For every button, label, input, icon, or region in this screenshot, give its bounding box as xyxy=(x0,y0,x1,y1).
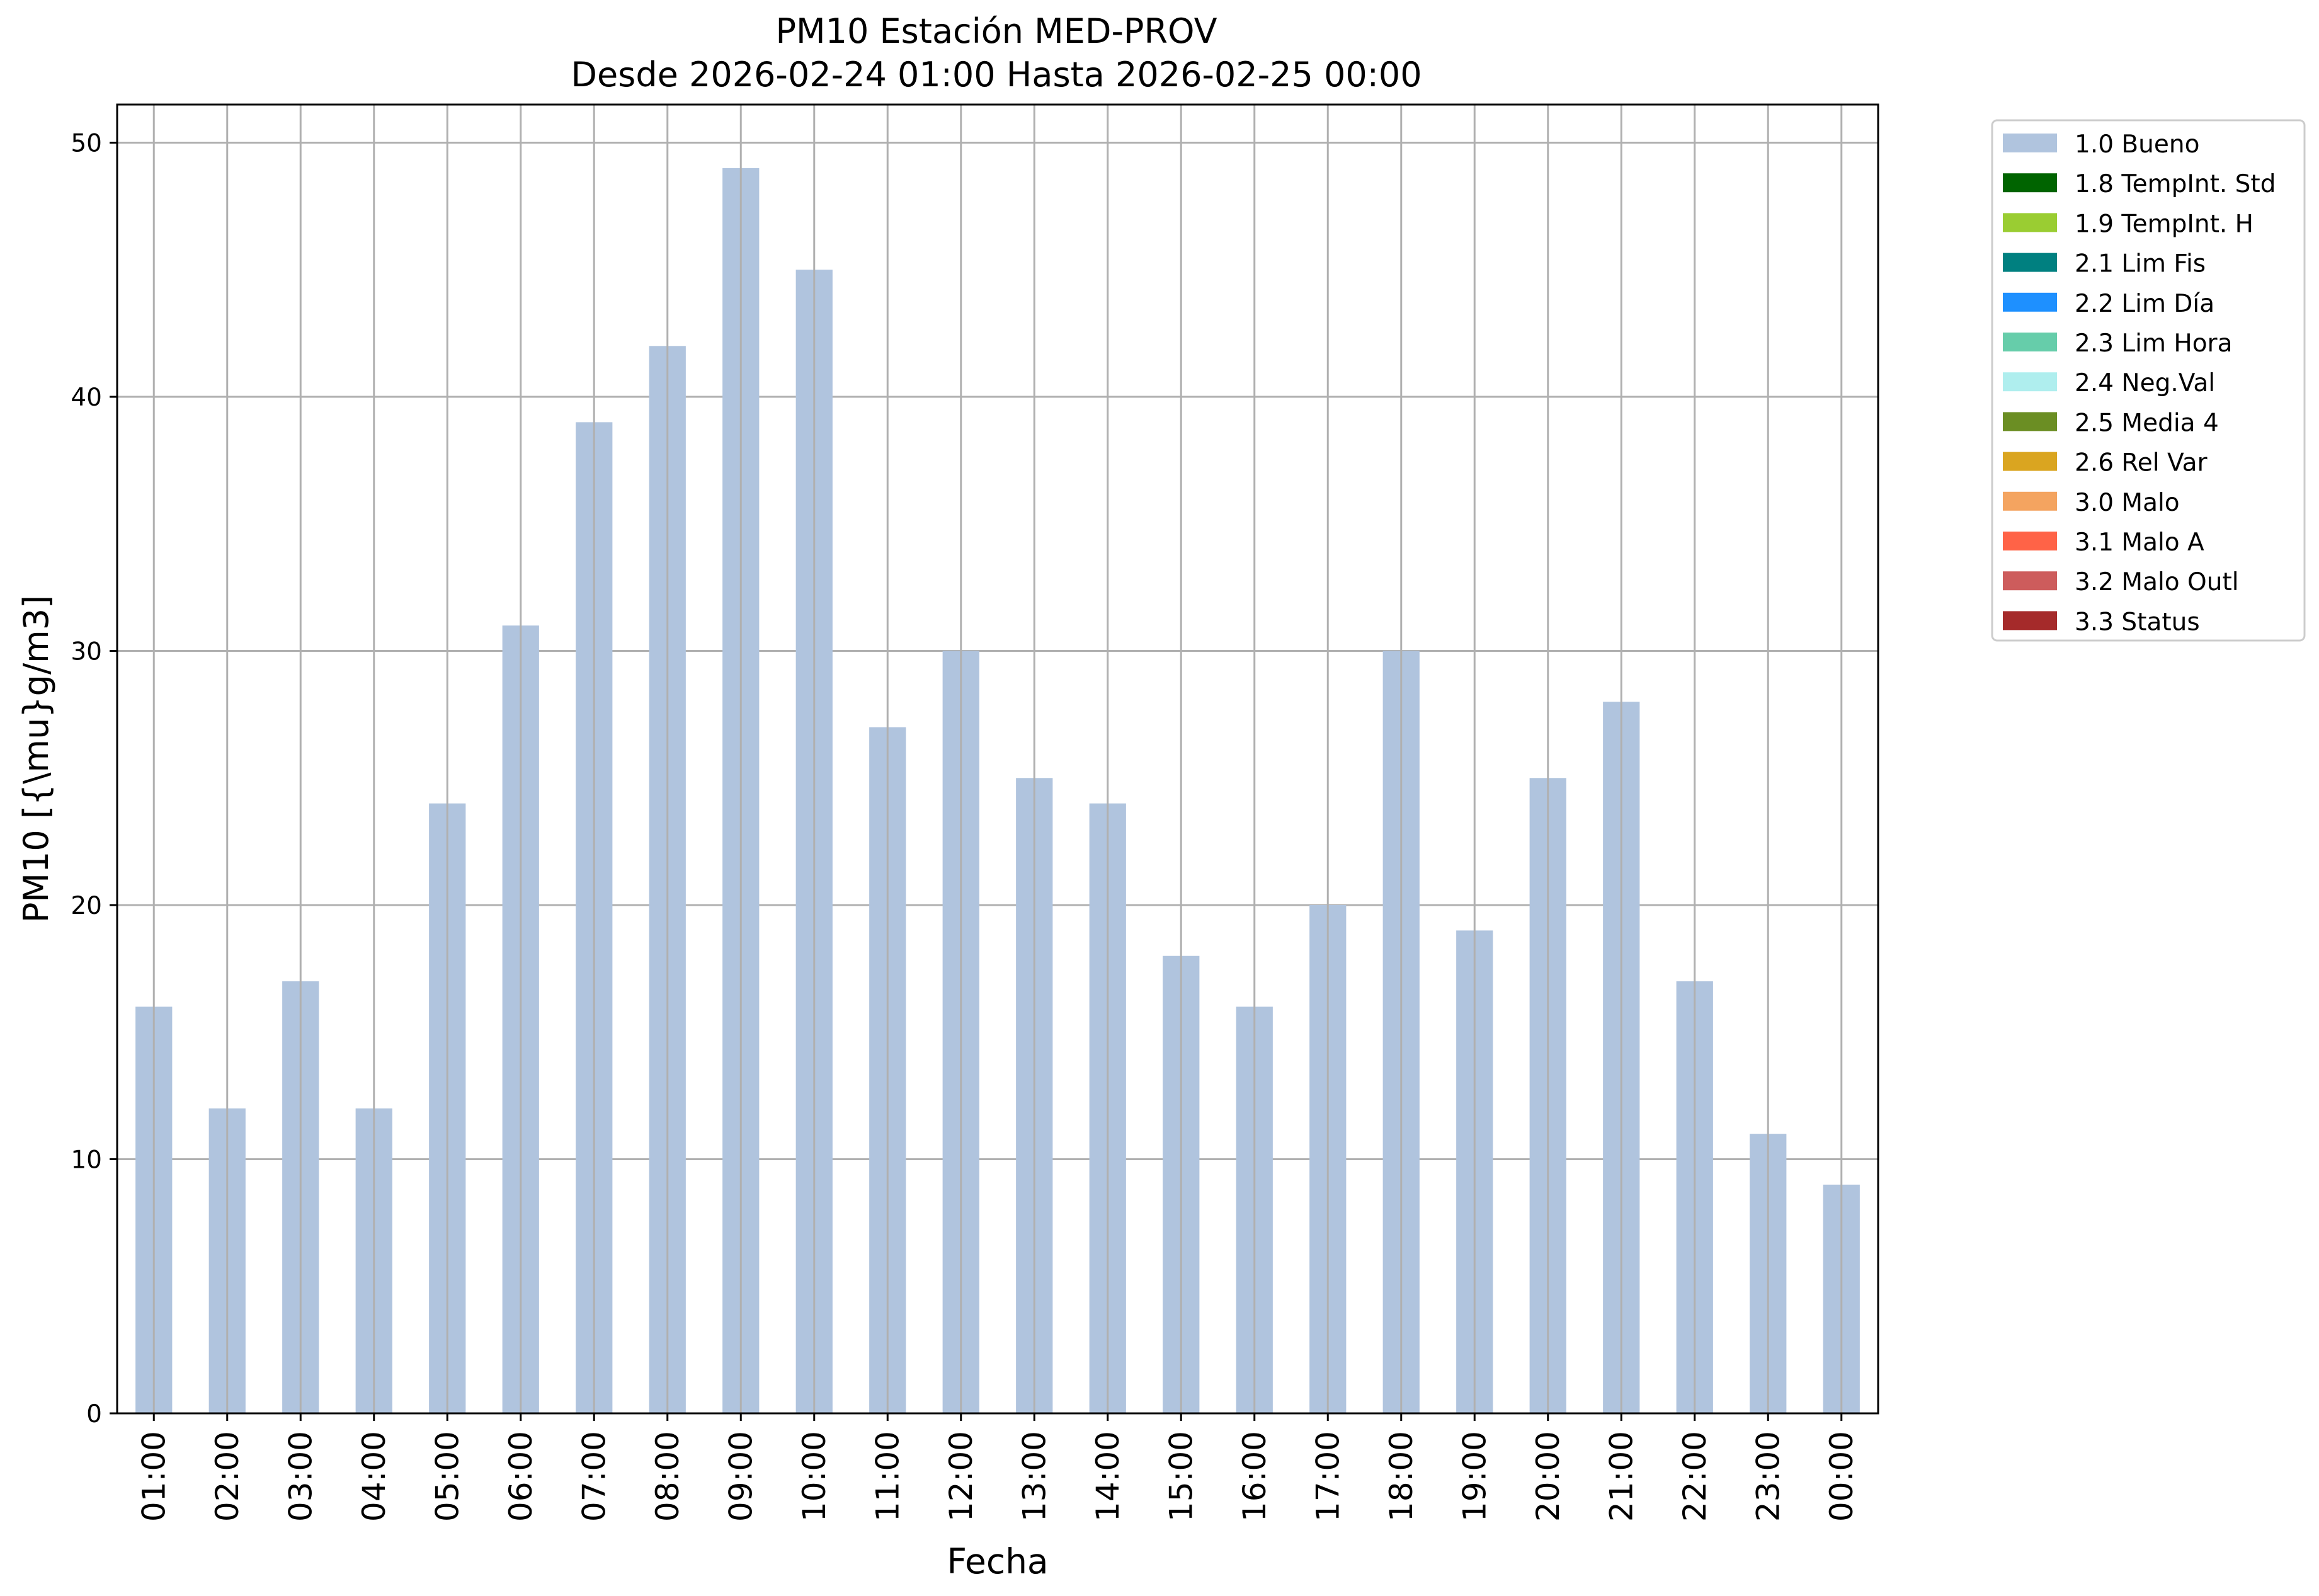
legend-swatch xyxy=(2003,292,2057,312)
vertical-grid-lines xyxy=(152,105,1843,1413)
x-tick-label: 13:00 xyxy=(1016,1431,1052,1522)
y-tick-label: 40 xyxy=(71,384,102,412)
legend-swatch xyxy=(2003,213,2057,232)
legend-swatch xyxy=(2003,253,2057,272)
legend-label: 1.9 TempInt. H xyxy=(2075,210,2253,238)
plot-area-frame xyxy=(116,103,1879,1415)
x-tick-label: 16:00 xyxy=(1236,1431,1273,1522)
x-tick-label: 14:00 xyxy=(1090,1431,1126,1522)
x-tick-label: 00:00 xyxy=(1823,1431,1860,1522)
x-tick-label: 23:00 xyxy=(1750,1431,1786,1522)
legend-label: 2.5 Media 4 xyxy=(2075,409,2219,437)
legend-label: 3.2 Malo Outl xyxy=(2075,568,2239,596)
y-tick-label: 10 xyxy=(71,1146,102,1175)
y-tick-label: 30 xyxy=(71,638,102,666)
legend-label: 2.1 Lim Fis xyxy=(2075,250,2206,278)
x-tick-label: 01:00 xyxy=(135,1431,172,1522)
legend-swatch xyxy=(2003,134,2057,152)
x-tick-label: 12:00 xyxy=(943,1431,979,1522)
x-tick-label: 19:00 xyxy=(1456,1431,1493,1522)
chart-subtitle: Desde 2026-02-24 01:00 Hasta 2026-02-25 … xyxy=(571,55,1422,94)
legend-label: 1.8 TempInt. Std xyxy=(2075,170,2276,198)
legend-swatch xyxy=(2003,571,2057,591)
x-tick-label: 02:00 xyxy=(209,1431,246,1522)
legend: 1.0 Bueno 1.8 TempInt. Std 1.9 TempInt. H 2… xyxy=(1991,119,2306,642)
legend-label: 1.0 Bueno xyxy=(2075,130,2199,159)
x-tick-label: 08:00 xyxy=(649,1431,686,1522)
legend-label: 2.6 Rel Var xyxy=(2075,449,2208,477)
y-tick-label: 50 xyxy=(71,130,102,158)
x-tick-label: 07:00 xyxy=(576,1431,612,1522)
x-tick-label: 17:00 xyxy=(1309,1431,1346,1522)
legend-frame xyxy=(1991,119,2306,642)
x-tick-label: 18:00 xyxy=(1383,1431,1420,1522)
legend-label: 3.3 Status xyxy=(2075,608,2200,636)
x-axis-ticks: 01:00 02:00 03:00 04:00 05:00 06:00 07:00 08:00… xyxy=(135,1413,1860,1522)
x-tick-label: 15:00 xyxy=(1163,1431,1199,1522)
x-tick-label: 20:00 xyxy=(1530,1431,1566,1522)
legend-swatch xyxy=(2003,452,2057,471)
y-tick-label: 0 xyxy=(86,1400,102,1428)
y-tick-label: 20 xyxy=(71,892,102,920)
legend-label: 2.4 Neg.Val xyxy=(2075,369,2215,397)
legend-swatch xyxy=(2003,611,2057,630)
x-tick-label: 06:00 xyxy=(503,1431,539,1522)
legend-swatch xyxy=(2003,333,2057,351)
legend-swatch xyxy=(2003,532,2057,550)
x-tick-label: 04:00 xyxy=(356,1431,392,1522)
legend-label: 2.3 Lim Hora xyxy=(2075,329,2233,358)
x-tick-label: 03:00 xyxy=(282,1431,319,1522)
x-tick-label: 05:00 xyxy=(429,1431,465,1522)
x-tick-label: 09:00 xyxy=(722,1431,759,1522)
legend-swatch xyxy=(2003,173,2057,193)
y-axis-ticks: 0 10 20 30 40 50 xyxy=(71,130,117,1428)
legend-swatch xyxy=(2003,412,2057,431)
legend-label: 2.2 Lim Día xyxy=(2075,290,2214,318)
legend-label: 3.0 Malo xyxy=(2075,489,2180,517)
legend-swatch xyxy=(2003,491,2057,511)
legend-items: 1.0 Bueno 1.8 TempInt. Std 1.9 TempInt. H 2… xyxy=(2003,130,2276,636)
x-axis-label: Fecha xyxy=(947,1541,1048,1582)
x-tick-label: 10:00 xyxy=(796,1431,833,1522)
legend-label: 3.1 Malo A xyxy=(2075,528,2204,557)
x-tick-label: 21:00 xyxy=(1603,1431,1639,1522)
y-axis-label: PM10 [{\mu}g/m3] xyxy=(16,595,56,923)
chart-title: PM10 Estación MED-PROV xyxy=(775,11,1217,51)
x-tick-label: 11:00 xyxy=(869,1431,906,1522)
legend-swatch xyxy=(2003,372,2057,392)
x-tick-label: 22:00 xyxy=(1677,1431,1713,1522)
